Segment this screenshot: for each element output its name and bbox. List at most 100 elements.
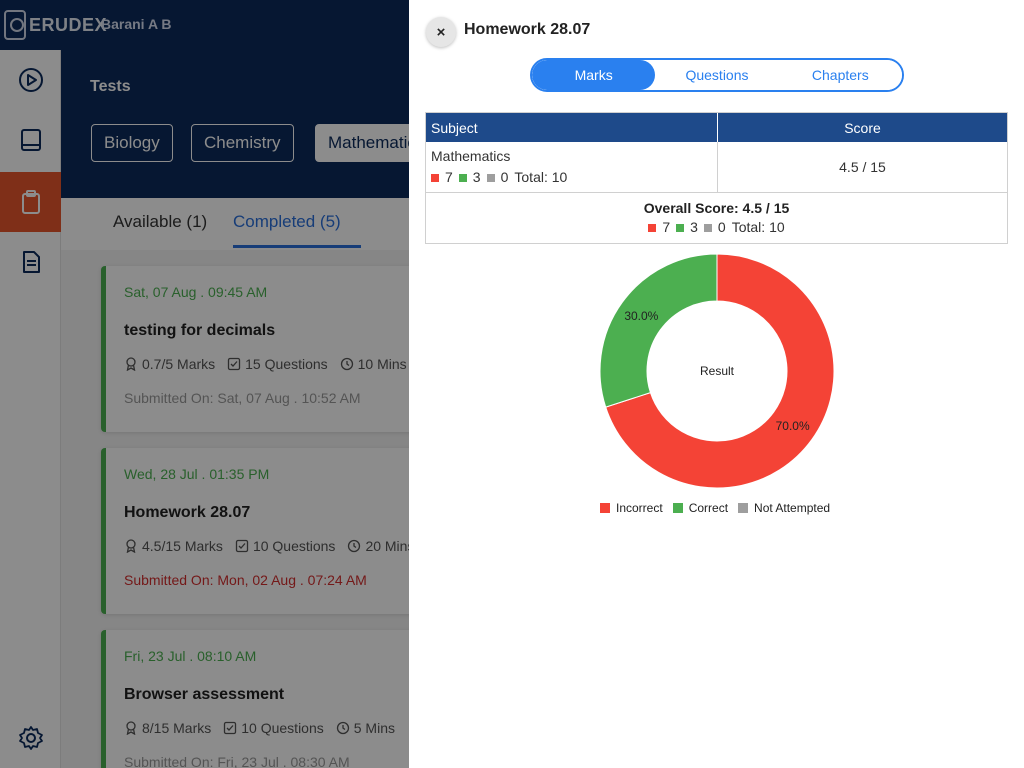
duration-item: 5 Mins: [336, 720, 395, 736]
submitted-on: Submitted On: Mon, 02 Aug . 07:24 AM: [124, 572, 367, 588]
legend-item-not-attempted[interactable]: Not Attempted: [738, 501, 830, 515]
checkbox-icon: [235, 539, 249, 553]
not-attempted-swatch: [486, 174, 495, 182]
chart-center-label: Result: [700, 364, 735, 378]
duration-item: 20 Mins: [347, 538, 414, 554]
document-icon: [22, 251, 40, 273]
marks-text: 8/15 Marks: [142, 720, 212, 736]
questions-text: 10 Questions: [241, 720, 324, 736]
chart-legend: Incorrect Correct Not Attempted: [600, 501, 830, 515]
erudex-logo: ERUDEX: [4, 10, 107, 40]
test-meta: 0.7/5 Marks 15 Questions 10 Mins: [124, 356, 407, 372]
test-title: Homework 28.07: [124, 504, 251, 521]
overall-score-label: Overall Score: 4.5 / 15: [643, 200, 790, 216]
correct-swatch: [676, 224, 685, 232]
sidebar-item-reports[interactable]: [0, 232, 61, 292]
donut-svg: Result 70.0% 30.0%: [599, 253, 835, 489]
table-row: Mathematics 7 3 0 Total: 10 4.5 / 15: [426, 142, 1007, 193]
result-drawer: × Homework 28.07 Marks Questions Chapter…: [409, 0, 1024, 768]
test-date: Wed, 28 Jul . 01:35 PM: [124, 466, 270, 482]
legend-item-correct[interactable]: Correct: [672, 501, 729, 515]
sidebar: [0, 50, 61, 768]
clock-icon: [348, 539, 361, 553]
subject-name: Mathematics: [431, 148, 511, 164]
close-icon: ×: [436, 23, 446, 41]
duration-item: 10 Mins: [340, 356, 407, 372]
award-icon: [126, 721, 136, 735]
segment-marks[interactable]: Marks: [532, 60, 656, 90]
legend-item-incorrect[interactable]: Incorrect: [600, 501, 663, 515]
correct-count: 3: [472, 169, 481, 185]
legend-label: Correct: [688, 501, 729, 515]
gear-icon: [18, 726, 43, 750]
subject-filter-chemistry[interactable]: Chemistry: [191, 124, 294, 162]
test-meta: 4.5/15 Marks 10 Questions 20 Mins: [124, 538, 414, 554]
donut-slice-correct[interactable]: [599, 253, 718, 408]
questions-item: 15 Questions: [227, 356, 328, 372]
tab-available[interactable]: Available (1): [113, 212, 208, 231]
incorrect-swatch: [648, 224, 657, 232]
clock-icon: [340, 357, 353, 371]
marks-text: 4.5/15 Marks: [142, 538, 223, 554]
marks-item: 0.7/5 Marks: [124, 356, 215, 372]
test-title: testing for decimals: [124, 322, 276, 339]
column-header-score: Score: [718, 113, 1007, 142]
duration-text: 10 Mins: [357, 356, 407, 372]
test-meta: 8/15 Marks 10 Questions 5 Mins: [124, 720, 395, 736]
segment-chapters[interactable]: Chapters: [778, 60, 902, 90]
logo-text: ERUDEX: [29, 14, 108, 35]
not-attempted-count: 0: [717, 219, 726, 235]
clipboard-icon: [21, 190, 40, 214]
test-date: Sat, 07 Aug . 09:45 AM: [124, 284, 268, 300]
subject-filter-biology[interactable]: Biology: [91, 124, 173, 162]
submitted-on: Submitted On: Sat, 07 Aug . 10:52 AM: [124, 390, 361, 406]
total-count: Total: 10: [514, 169, 568, 185]
result-donut-chart: Result 70.0% 30.0%: [599, 253, 835, 489]
subject-cell: Mathematics 7 3 0 Total: 10: [426, 142, 718, 193]
legend-label: Not Attempted: [754, 501, 831, 515]
questions-item: 10 Questions: [223, 720, 324, 736]
questions-text: 10 Questions: [252, 538, 336, 554]
tab-completed[interactable]: Completed (5): [233, 212, 341, 231]
legend-swatch: [738, 503, 749, 513]
questions-item: 10 Questions: [235, 538, 336, 554]
score-cell: 4.5 / 15: [718, 142, 1007, 193]
user-name[interactable]: Barani A B: [101, 16, 172, 32]
not-attempted-count: 0: [500, 169, 509, 185]
award-icon: [126, 357, 136, 371]
questions-text: 15 Questions: [245, 356, 328, 372]
test-title: Browser assessment: [124, 686, 285, 703]
marks-item: 4.5/15 Marks: [124, 538, 223, 554]
sidebar-item-settings[interactable]: [0, 708, 61, 768]
overall-counts: 7 3 0 Total: 10: [426, 219, 1007, 235]
play-icon: [18, 68, 43, 92]
book-icon: [20, 129, 41, 151]
incorrect-swatch: [431, 174, 439, 182]
segment-questions[interactable]: Questions: [655, 60, 779, 90]
duration-text: 5 Mins: [353, 720, 395, 736]
total-count: Total: 10: [731, 219, 785, 235]
modal-backdrop[interactable]: [0, 0, 409, 768]
table-header-row: Subject Score: [426, 113, 1007, 142]
correct-swatch: [458, 174, 467, 182]
award-icon: [126, 539, 136, 553]
slice-percent-label: 70.0%: [776, 419, 810, 433]
duration-text: 20 Mins: [365, 538, 415, 554]
sidebar-item-videos[interactable]: [0, 50, 61, 110]
incorrect-count: 7: [445, 169, 453, 185]
clock-icon: [336, 721, 349, 735]
marks-text: 0.7/5 Marks: [142, 356, 216, 372]
not-attempted-swatch: [703, 224, 712, 232]
correct-count: 3: [690, 219, 698, 235]
sidebar-item-tests[interactable]: [0, 172, 61, 232]
slice-percent-label: 30.0%: [624, 309, 658, 323]
close-button[interactable]: ×: [426, 17, 456, 47]
active-tab-indicator: [233, 245, 361, 248]
score-table: Subject Score Mathematics 7 3 0 Total: 1…: [425, 112, 1008, 244]
overall-score: Overall Score: 4.5 / 15 7 3 0 Total: 10: [426, 193, 1007, 243]
legend-swatch: [600, 503, 610, 513]
donut-slice-incorrect[interactable]: [605, 253, 835, 489]
submitted-on: Submitted On: Fri, 23 Jul . 08:30 AM: [124, 754, 350, 768]
view-segmented-control: Marks Questions Chapters: [530, 58, 904, 92]
sidebar-item-books[interactable]: [0, 110, 61, 170]
